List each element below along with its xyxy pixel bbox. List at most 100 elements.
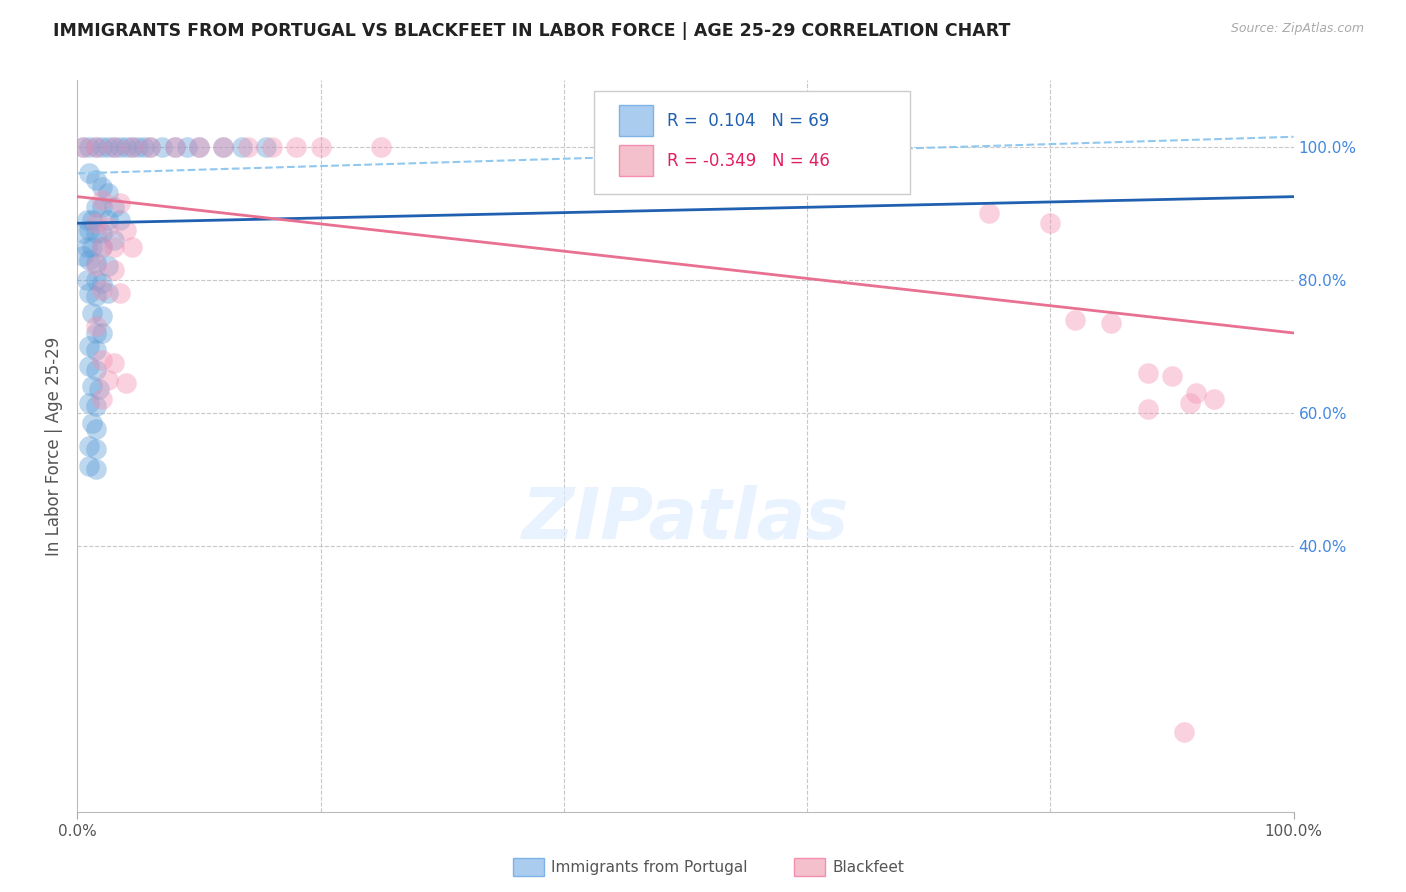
Text: ZIPatlas: ZIPatlas [522, 484, 849, 554]
Point [236, 140, 259, 154]
Point [90, 352, 112, 367]
Text: Immigrants from Portugal: Immigrants from Portugal [551, 860, 748, 874]
Point [1136, 402, 1159, 417]
Point [115, 376, 138, 390]
Point [84, 289, 107, 303]
Point [97, 140, 120, 154]
Point [139, 140, 162, 154]
Point [90, 239, 112, 253]
Point [79, 140, 101, 154]
Point [1173, 725, 1195, 739]
Point [285, 140, 308, 154]
Point [90, 193, 112, 207]
Point [79, 166, 101, 180]
Point [79, 223, 101, 237]
Point [84, 140, 107, 154]
Point [72, 226, 94, 240]
Point [84, 273, 107, 287]
Point [84, 399, 107, 413]
Point [76, 239, 98, 253]
Point [90, 310, 112, 324]
Point [103, 356, 125, 370]
Point [76, 213, 98, 227]
Point [231, 140, 253, 154]
Point [80, 379, 103, 393]
Point [90, 140, 112, 154]
Point [254, 140, 277, 154]
Point [370, 140, 392, 154]
Point [80, 239, 103, 253]
Point [97, 186, 120, 201]
Point [121, 140, 143, 154]
Bar [619, 145, 652, 176]
Point [84, 173, 107, 187]
Point [79, 252, 101, 267]
Point [212, 140, 235, 154]
Point [76, 273, 98, 287]
Text: R = -0.349   N = 46: R = -0.349 N = 46 [668, 152, 830, 169]
Point [121, 239, 143, 253]
Point [84, 362, 107, 376]
Point [80, 306, 103, 320]
Point [1136, 366, 1159, 380]
Point [90, 276, 112, 290]
Point [1039, 216, 1062, 230]
Point [97, 219, 120, 234]
Point [163, 140, 186, 154]
Point [80, 416, 103, 430]
Point [89, 383, 111, 397]
Point [103, 140, 125, 154]
Point [1204, 392, 1226, 407]
Point [72, 140, 94, 154]
Point [139, 140, 162, 154]
Text: Blackfeet: Blackfeet [832, 860, 904, 874]
Point [260, 140, 283, 154]
Point [1099, 316, 1122, 330]
Point [309, 140, 332, 154]
Point [979, 206, 1001, 220]
Point [1178, 396, 1201, 410]
Point [188, 140, 211, 154]
Point [84, 256, 107, 270]
Point [90, 392, 112, 407]
Point [79, 359, 101, 374]
Point [84, 442, 107, 457]
Point [108, 140, 131, 154]
Text: R =  0.104   N = 69: R = 0.104 N = 69 [668, 112, 830, 129]
Point [90, 226, 112, 240]
Point [90, 283, 112, 297]
Point [90, 200, 112, 214]
Bar [619, 105, 652, 136]
Point [1063, 312, 1085, 326]
Point [103, 200, 125, 214]
Point [84, 260, 107, 274]
Point [84, 200, 107, 214]
Point [97, 260, 120, 274]
Point [1161, 369, 1184, 384]
Point [188, 140, 211, 154]
Point [72, 250, 94, 264]
Point [79, 458, 101, 473]
Point [84, 422, 107, 436]
FancyBboxPatch shape [595, 91, 911, 194]
Point [163, 140, 186, 154]
Point [115, 140, 138, 154]
Point [84, 140, 107, 154]
Point [84, 226, 107, 240]
Y-axis label: In Labor Force | Age 25-29: In Labor Force | Age 25-29 [45, 336, 63, 556]
Point [84, 326, 107, 340]
Point [90, 239, 112, 253]
Point [103, 262, 125, 277]
Point [134, 140, 156, 154]
Point [97, 213, 120, 227]
Point [108, 196, 131, 211]
Point [84, 343, 107, 357]
Point [103, 140, 125, 154]
Point [84, 216, 107, 230]
Point [79, 396, 101, 410]
Point [90, 326, 112, 340]
Point [103, 233, 125, 247]
Point [108, 213, 131, 227]
Point [84, 462, 107, 476]
Point [84, 319, 107, 334]
